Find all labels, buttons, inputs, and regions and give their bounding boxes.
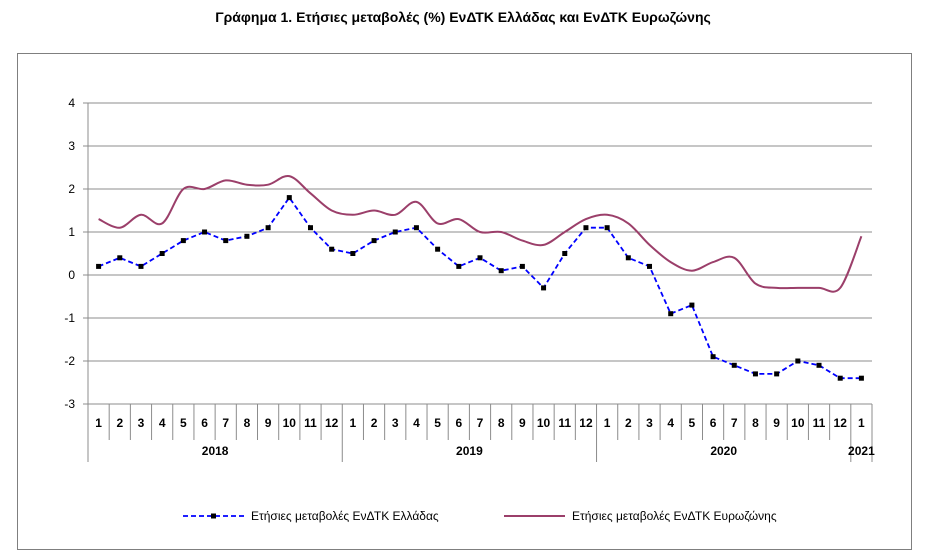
data-point-greece <box>350 251 356 256</box>
data-point-greece <box>795 358 801 364</box>
month-label: 2 <box>625 416 632 430</box>
y-tick-label: 3 <box>68 139 75 153</box>
legend-label-eurozone: Ετήσιες μεταβολές ΕνΔΤΚ Ευρωζώνης <box>572 509 777 523</box>
data-point-greece <box>498 268 504 274</box>
month-label: 12 <box>579 416 593 430</box>
data-point-greece <box>858 375 864 381</box>
month-label: 5 <box>180 416 187 430</box>
month-label: 6 <box>455 416 462 430</box>
month-label: 4 <box>667 416 674 430</box>
y-tick-label: 2 <box>68 182 75 196</box>
month-label: 12 <box>834 416 848 430</box>
month-label: 6 <box>710 416 717 430</box>
data-point-greece <box>413 225 419 231</box>
data-point-greece <box>816 362 822 368</box>
data-point-greece <box>117 255 123 261</box>
data-point-greece <box>837 375 843 381</box>
month-label: 3 <box>138 416 145 430</box>
data-point-greece <box>96 263 102 269</box>
data-point-greece <box>202 229 208 235</box>
month-label: 4 <box>159 416 166 430</box>
data-point-greece <box>689 302 695 308</box>
month-label: 1 <box>350 416 357 430</box>
month-label: 7 <box>731 416 738 430</box>
data-point-greece <box>477 255 483 261</box>
month-label: 10 <box>537 416 551 430</box>
data-point-greece <box>392 229 398 235</box>
month-label: 7 <box>222 416 229 430</box>
month-label: 3 <box>646 416 653 430</box>
y-tick-label: -3 <box>64 397 75 411</box>
month-label: 1 <box>858 416 865 430</box>
data-point-greece <box>752 371 758 377</box>
data-point-greece <box>647 263 653 269</box>
month-label: 5 <box>689 416 696 430</box>
y-tick-label: 4 <box>68 96 75 110</box>
data-point-greece <box>223 238 229 244</box>
chart-frame <box>17 53 912 550</box>
data-point-greece <box>541 285 547 291</box>
data-point-greece <box>329 246 335 252</box>
year-label: 2019 <box>456 444 483 458</box>
month-label: 5 <box>434 416 441 430</box>
data-point-greece <box>625 255 631 261</box>
month-label: 9 <box>773 416 780 430</box>
data-point-greece <box>519 263 525 269</box>
legend-label-greece: Ετήσιες μεταβολές ΕνΔΤΚ Ελλάδας <box>251 509 439 523</box>
month-label: 9 <box>519 416 526 430</box>
year-label: 2018 <box>202 444 229 458</box>
data-point-greece <box>456 263 462 269</box>
month-label: 6 <box>201 416 208 430</box>
data-point-greece <box>668 311 674 317</box>
y-tick-label: 0 <box>68 268 75 282</box>
data-point-greece <box>180 238 186 244</box>
data-point-greece <box>371 238 377 244</box>
series-line-eurozone <box>98 175 863 293</box>
month-label: 2 <box>116 416 123 430</box>
data-point-greece <box>244 233 250 239</box>
y-tick-label: -1 <box>64 311 75 325</box>
month-label: 4 <box>413 416 420 430</box>
month-label: 8 <box>752 416 759 430</box>
month-label: 12 <box>325 416 339 430</box>
data-point-greece <box>710 354 716 360</box>
month-label: 1 <box>95 416 102 430</box>
data-point-greece <box>265 225 271 231</box>
data-point-greece <box>307 225 313 231</box>
month-label: 1 <box>604 416 611 430</box>
month-label: 10 <box>283 416 297 430</box>
data-point-greece <box>583 225 589 231</box>
month-label: 8 <box>244 416 251 430</box>
data-point-greece <box>774 371 780 377</box>
series-line-greece <box>98 196 862 380</box>
data-point-greece <box>562 251 568 256</box>
month-label: 3 <box>392 416 399 430</box>
data-point-greece <box>138 263 144 269</box>
month-label: 8 <box>498 416 505 430</box>
y-tick-label: 1 <box>68 225 75 239</box>
month-label: 11 <box>558 416 571 430</box>
month-label: 2 <box>371 416 378 430</box>
month-label: 11 <box>304 416 317 430</box>
data-point-greece <box>286 195 292 201</box>
chart-title: Γράφημα 1. Ετήσιες μεταβολές (%) ΕνΔΤΚ Ε… <box>215 9 711 25</box>
year-label: 2021 <box>848 444 875 458</box>
month-label: 11 <box>813 416 826 430</box>
y-tick-label: -2 <box>64 354 75 368</box>
legend-marker-greece <box>211 513 216 519</box>
month-label: 7 <box>477 416 484 430</box>
month-label: 10 <box>791 416 805 430</box>
year-label: 2020 <box>710 444 737 458</box>
data-point-greece <box>604 225 610 231</box>
data-point-greece <box>731 362 737 368</box>
data-point-greece <box>435 246 441 252</box>
month-label: 9 <box>265 416 272 430</box>
data-point-greece <box>159 251 165 256</box>
